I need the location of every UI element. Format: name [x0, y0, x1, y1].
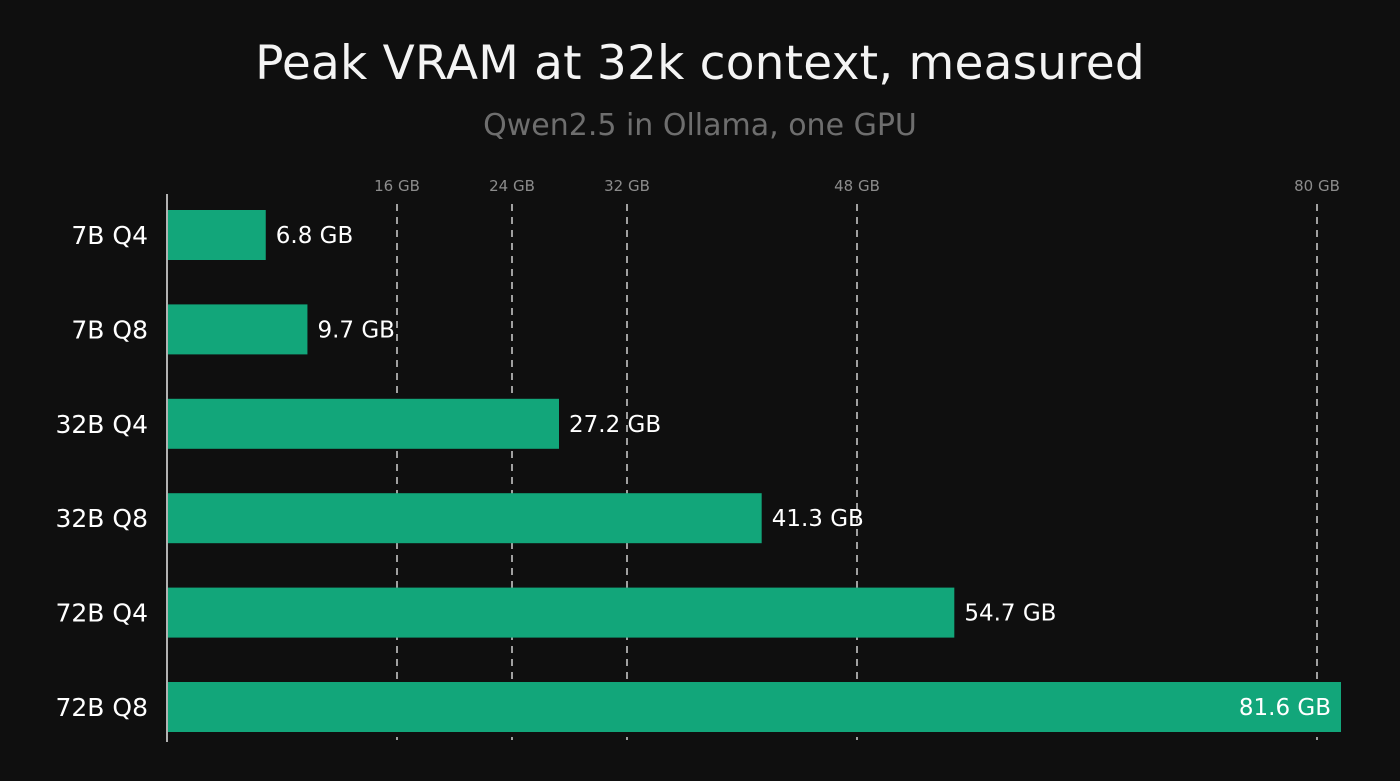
- category-label-72b-q4: 72B Q4: [56, 599, 149, 628]
- category-label-32b-q8: 32B Q8: [56, 504, 149, 533]
- category-labels: 7B Q4 7B Q8 32B Q4 32B Q8 72B Q4 72B Q8: [56, 221, 149, 722]
- value-label-7b-q8: 9.7 GB: [317, 317, 395, 343]
- category-label-7b-q4: 7B Q4: [71, 221, 148, 250]
- value-label-32b-q4: 27.2 GB: [569, 412, 661, 438]
- tick-label-80: 80 GB: [1294, 177, 1340, 195]
- chart-title: Peak VRAM at 32k context, measured: [255, 36, 1145, 91]
- bar-7b-q8: [168, 304, 308, 355]
- bar-32b-q4: [168, 398, 559, 449]
- category-label-7b-q8: 7B Q8: [71, 315, 148, 344]
- value-label-32b-q8: 41.3 GB: [772, 506, 864, 532]
- value-label-7b-q4: 6.8 GB: [276, 223, 354, 249]
- bar-72b-q8: [168, 682, 1341, 732]
- tick-label-16: 16 GB: [374, 177, 420, 195]
- value-label-72b-q4: 54.7 GB: [964, 601, 1056, 627]
- bars: [168, 210, 1341, 732]
- chart-subtitle: Qwen2.5 in Ollama, one GPU: [483, 108, 917, 143]
- bar-7b-q4: [168, 210, 266, 260]
- value-labels: 6.8 GB 9.7 GB 27.2 GB 41.3 GB 54.7 GB 81.6 GB: [276, 223, 1331, 721]
- bar-72b-q4: [168, 587, 955, 638]
- gridlines: [396, 204, 1318, 740]
- category-label-32b-q4: 32B Q4: [56, 410, 149, 439]
- tick-label-24: 24 GB: [489, 177, 535, 195]
- tick-label-32: 32 GB: [604, 177, 650, 195]
- x-axis-ticks: 16 GB 24 GB 32 GB 48 GB 80 GB: [374, 177, 1340, 195]
- tick-label-48: 48 GB: [834, 177, 880, 195]
- category-label-72b-q8: 72B Q8: [56, 693, 149, 722]
- bar-32b-q8: [168, 493, 762, 544]
- value-label-72b-q8: 81.6 GB: [1239, 695, 1331, 721]
